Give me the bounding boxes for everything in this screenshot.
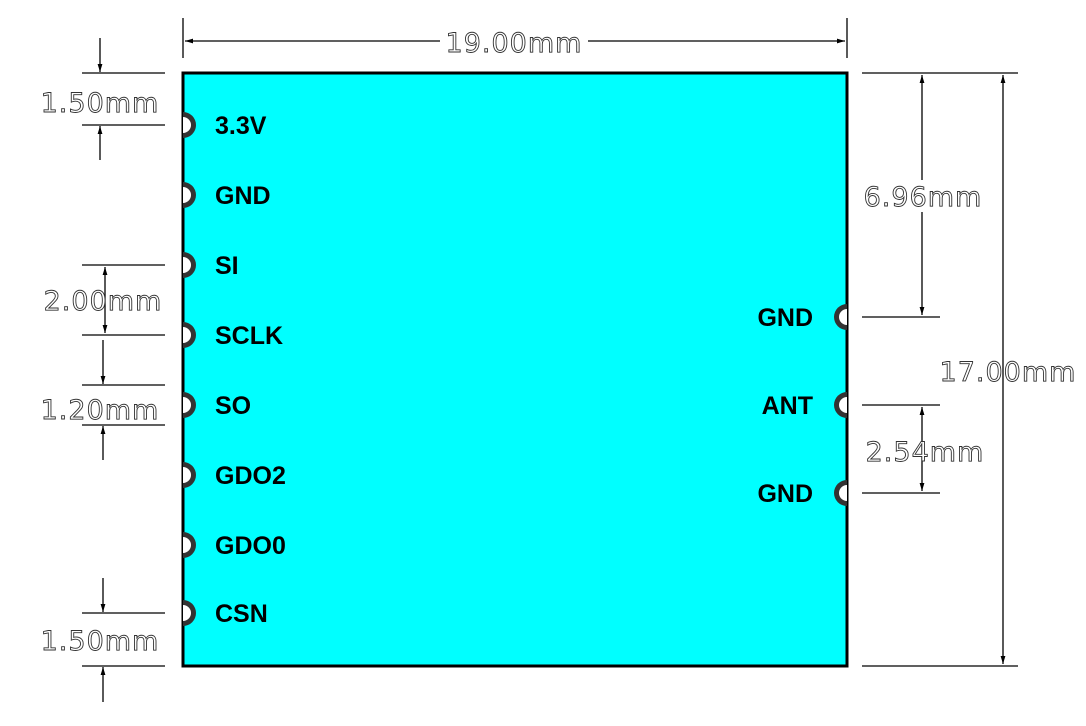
pin-left-3: SCLK bbox=[183, 322, 283, 350]
pin-label: GDO0 bbox=[215, 532, 286, 560]
pad-hole bbox=[183, 467, 191, 483]
svg-text:1.50mm: 1.50mm bbox=[41, 626, 160, 657]
svg-text:6.96mm: 6.96mm bbox=[864, 182, 983, 213]
pin-label: SI bbox=[215, 252, 239, 280]
pad-size-dimension: 1.20mm bbox=[40, 340, 165, 460]
pin-left-7: CSN bbox=[183, 600, 268, 628]
pin-label: SO bbox=[215, 392, 251, 420]
bottom-offset-dimension: 1.50mm bbox=[40, 578, 165, 702]
pin-right-0: GND bbox=[757, 304, 847, 332]
pad-hole bbox=[183, 117, 191, 133]
pad-hole bbox=[183, 327, 191, 343]
pad-hole bbox=[183, 257, 191, 273]
pin-left-6: GDO0 bbox=[183, 532, 286, 560]
pin-left-1: GND bbox=[183, 182, 271, 210]
width-dimension: 19.00mm bbox=[182, 18, 848, 59]
pin-label: SCLK bbox=[215, 322, 283, 350]
pin-label: GDO2 bbox=[215, 462, 286, 490]
left-pitch-dimension: 2.00mm bbox=[43, 264, 165, 336]
pin-left-4: SO bbox=[183, 392, 251, 420]
pad-hole bbox=[183, 537, 191, 553]
pin-right-2: GND bbox=[757, 480, 847, 508]
pin-left-0: 3.3V bbox=[183, 112, 267, 140]
pin-left-5: GDO2 bbox=[183, 462, 286, 490]
pad-hole bbox=[183, 397, 191, 413]
svg-text:2.00mm: 2.00mm bbox=[44, 286, 163, 317]
width-label: 19.00mm bbox=[446, 28, 583, 59]
svg-text:1.20mm: 1.20mm bbox=[41, 395, 160, 426]
svg-text:1.50mm: 1.50mm bbox=[41, 88, 160, 119]
height-dimension: 17.00mm bbox=[862, 75, 1077, 667]
svg-text:17.00mm: 17.00mm bbox=[940, 357, 1077, 388]
top-offset-dimension: 1.50mm bbox=[40, 38, 165, 160]
right-pitch-dimension: 2.54mm bbox=[862, 404, 985, 494]
pad-hole bbox=[183, 187, 191, 203]
pad-hole bbox=[839, 485, 847, 501]
svg-text:2.54mm: 2.54mm bbox=[866, 437, 985, 468]
pad-hole bbox=[183, 605, 191, 621]
left-pads: 3.3V GND SI SCLK SO GDO2 GDO0 CSN bbox=[183, 112, 286, 628]
pin-label: GND bbox=[757, 304, 813, 332]
pin-label: ANT bbox=[762, 392, 813, 420]
pad-hole bbox=[839, 309, 847, 325]
pin-label: GND bbox=[757, 480, 813, 508]
right-gnd-offset-dimension: 6.96mm bbox=[860, 72, 1018, 318]
pin-label: 3.3V bbox=[215, 112, 267, 140]
pad-hole bbox=[839, 397, 847, 413]
pin-label: CSN bbox=[215, 600, 268, 628]
module-board bbox=[181, 71, 849, 668]
pin-label: GND bbox=[215, 182, 271, 210]
pin-right-1: ANT bbox=[762, 392, 847, 420]
pin-left-2: SI bbox=[183, 252, 239, 280]
right-pads: GND ANT GND bbox=[757, 304, 847, 508]
